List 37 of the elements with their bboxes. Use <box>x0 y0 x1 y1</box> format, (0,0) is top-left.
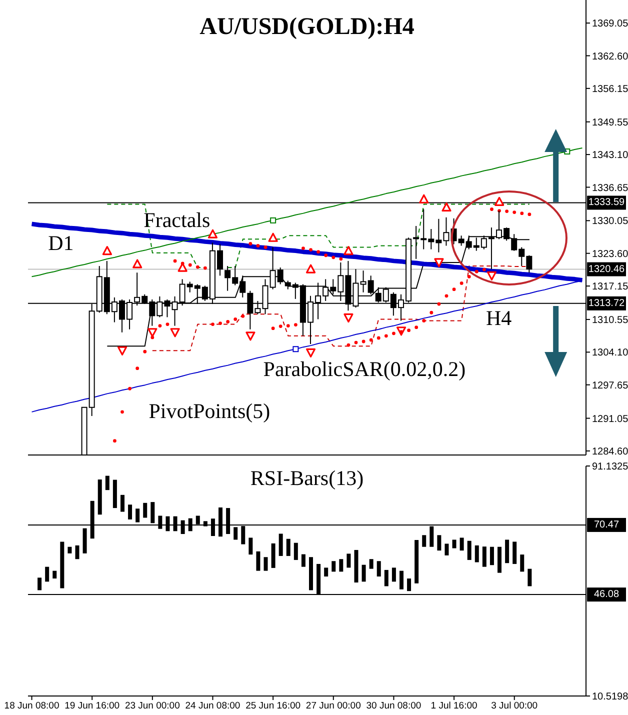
annotation: D1 <box>48 231 74 255</box>
y-tick-label: 1330.05 <box>592 216 628 228</box>
ref-line-label: 1320.46 <box>588 264 626 275</box>
ref-line-label: 70.47 <box>594 519 620 530</box>
x-tick-label: 1 Jul 16:00 <box>430 700 478 712</box>
x-tick-label: 30 Jun 08:00 <box>366 700 422 712</box>
x-tick-label: 23 Jun 00:00 <box>124 700 180 712</box>
x-tick-label: 25 Jun 16:00 <box>246 700 301 712</box>
y-tick-label: 1323.60 <box>592 248 628 260</box>
y-tick-label: 1304.10 <box>592 348 628 359</box>
x-tick-label: 24 Jun 08:00 <box>185 700 240 712</box>
y-tick-label: 1349.55 <box>592 117 628 128</box>
y-tick-label: 1343.10 <box>592 150 628 162</box>
y-tick-label: 1356.15 <box>592 84 628 95</box>
annotation: H4 <box>486 306 512 330</box>
y-tick-label: 1362.60 <box>592 51 628 62</box>
x-tick-label: 27 Jun 00:00 <box>306 700 361 712</box>
y-tick-label: 1297.65 <box>592 380 628 392</box>
chart-title: RSI-Bars(13) <box>250 466 364 490</box>
y-tick-label: 1336.65 <box>592 182 628 194</box>
y-tick-label: 1291.05 <box>592 414 628 425</box>
ref-line-label: 1333.59 <box>588 197 626 208</box>
annotation: Fractals <box>144 208 210 232</box>
y-tick-label: 1284.60 <box>592 446 628 458</box>
ref-line-label: 46.08 <box>594 589 620 600</box>
y-tick-label: 1310.55 <box>592 315 628 326</box>
y-tick-label: 10.5198 <box>592 692 628 703</box>
y-tick-label: 1369.05 <box>592 18 628 30</box>
text: AU/USD(GOLD):H4 <box>200 14 414 40</box>
y-tick-label: 91.1325 <box>592 462 628 473</box>
annotation: PivotPoints(5) <box>148 399 270 423</box>
annotation: ParabolicSAR(0.02,0.2) <box>263 357 466 381</box>
x-tick-label: 19 Jun 16:00 <box>64 700 120 712</box>
ref-line-label: 1313.72 <box>588 298 626 309</box>
x-tick-label: 18 Jun 08:00 <box>4 700 60 712</box>
x-tick-label: 3 Jul 00:00 <box>491 700 538 712</box>
y-tick-label: 1317.15 <box>592 282 628 293</box>
